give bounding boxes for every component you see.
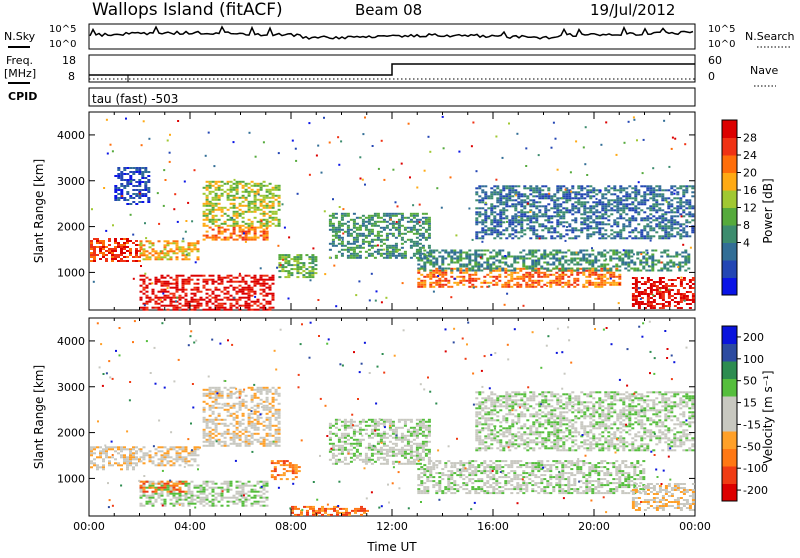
colorbar-segment xyxy=(722,414,737,432)
colorbar-tick-label: 8 xyxy=(743,219,750,232)
colorbar-segment xyxy=(722,278,737,296)
colorbar-tick-label: 16 xyxy=(743,184,757,197)
colorbar-segment xyxy=(722,243,737,261)
colorbar-tick-label: -200 xyxy=(743,484,768,497)
cpid-panel-frame xyxy=(89,88,695,106)
xtick-label: 04:00 xyxy=(174,520,206,533)
nsearch-label: N.Search xyxy=(745,30,795,43)
xtick-label: 00:00 xyxy=(73,520,105,533)
colorbar-tick-label: 4 xyxy=(743,237,750,250)
colorbar-segment xyxy=(722,260,737,278)
cpid-label: CPID xyxy=(8,90,37,103)
power-ylabel: Slant Range [km] xyxy=(32,159,46,263)
nsearch-tick-top: 10^5 xyxy=(708,24,735,35)
colorbar-segment xyxy=(722,138,737,156)
colorbar-segment xyxy=(722,173,737,191)
colorbar-tick-label: 12 xyxy=(743,202,757,215)
xtick-label: 20:00 xyxy=(578,520,610,533)
ytick-label: 4000 xyxy=(57,129,85,142)
velocity-colorbar-label: Velocity [m s⁻¹] xyxy=(761,370,775,463)
nsky-panel-frame xyxy=(89,24,695,49)
colorbar-tick-label: 200 xyxy=(743,331,764,344)
colorbar-segment xyxy=(722,326,737,344)
nsky-trace xyxy=(90,27,693,39)
colorbar-tick-label: -15 xyxy=(743,418,761,431)
power-colorbar: 28 24 20 16 12 8 4 xyxy=(722,120,757,296)
colorbar-tick-label: 15 xyxy=(743,397,757,410)
xtick-label: 08:00 xyxy=(275,520,307,533)
colorbar-segment xyxy=(722,466,737,484)
ytick-label: 1000 xyxy=(57,472,85,485)
colorbar-segment xyxy=(722,431,737,449)
nsearch-tick-bottom: 10^0 xyxy=(708,39,735,50)
colorbar-tick-label: 100 xyxy=(743,353,764,366)
xtick-label: 00:00 xyxy=(679,520,711,533)
freq-label-line2: [MHz] xyxy=(4,67,36,80)
colorbar-segment xyxy=(722,120,737,138)
station-title: Wallops Island (fitACF) xyxy=(92,0,283,20)
freq-tick-bottom: 8 xyxy=(68,70,75,83)
colorbar-tick-label: 50 xyxy=(743,375,757,388)
nave-tick-top: 60 xyxy=(708,54,722,67)
ytick-label: 4000 xyxy=(57,335,85,348)
freq-label-line1: Freq. xyxy=(6,54,33,67)
ytick-label: 3000 xyxy=(57,381,85,394)
colorbar-segment xyxy=(722,396,737,414)
nsky-label: N.Sky xyxy=(4,30,36,43)
colorbar-tick-label: -50 xyxy=(743,440,761,453)
nave-tick-bottom: 0 xyxy=(708,70,715,83)
freq-tick-top: 18 xyxy=(62,54,76,67)
freq-trace xyxy=(89,64,695,75)
colorbar-segment xyxy=(722,225,737,243)
colorbar-segment xyxy=(722,379,737,397)
nsky-tick-top: 10^5 xyxy=(49,24,76,35)
colorbar-segment xyxy=(722,484,737,502)
colorbar-segment xyxy=(722,449,737,467)
colorbar-tick-label: 20 xyxy=(743,167,757,180)
date-title: 19/Jul/2012 xyxy=(590,1,675,19)
power-colorbar-label: Power [dB] xyxy=(761,178,775,243)
colorbar-tick-label: 28 xyxy=(743,132,757,145)
colorbar-segment xyxy=(722,208,737,226)
nave-label: Nave xyxy=(750,64,778,77)
ytick-label: 2000 xyxy=(57,221,85,234)
ytick-label: 3000 xyxy=(57,175,85,188)
ytick-label: 2000 xyxy=(57,427,85,440)
cpid-value: tau (fast) -503 xyxy=(92,92,178,106)
xtick-label: 12:00 xyxy=(376,520,408,533)
colorbar-segment xyxy=(722,190,737,208)
colorbar-segment xyxy=(722,361,737,379)
ytick-label: 1000 xyxy=(57,266,85,279)
beam-title: Beam 08 xyxy=(355,1,422,19)
time-axis-label: Time UT xyxy=(366,540,417,554)
velocity-ylabel: Slant Range [km] xyxy=(32,365,46,469)
xtick-label: 16:00 xyxy=(477,520,509,533)
nsky-tick-bottom: 10^0 xyxy=(49,39,76,50)
colorbar-segment xyxy=(722,155,737,173)
colorbar-tick-label: 24 xyxy=(743,149,757,162)
colorbar-segment xyxy=(722,344,737,362)
